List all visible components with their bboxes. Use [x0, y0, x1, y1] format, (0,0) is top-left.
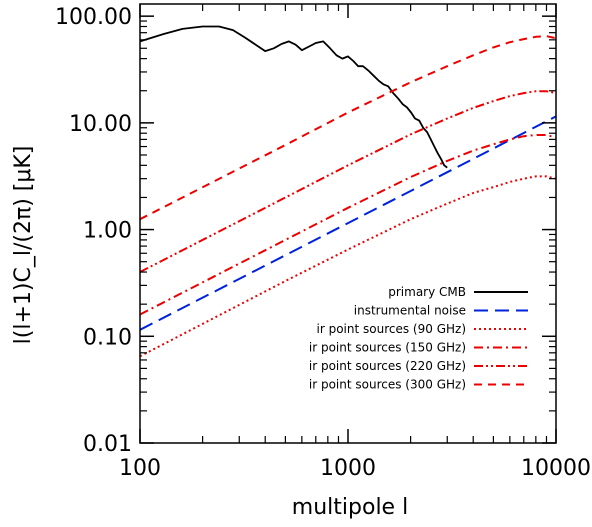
legend-label: ir point sources (90 GHz): [317, 322, 466, 336]
series-line-4: [139, 134, 557, 316]
x-tick-label: 100: [119, 456, 161, 481]
legend-label: primary CMB: [388, 285, 466, 299]
y-tick-label: 10.00: [69, 112, 132, 137]
series-layer: [139, 25, 557, 358]
x-tick-label: 10000: [521, 456, 591, 481]
y-axis-title: l(l+1)C_l/(2π) [μK]: [11, 146, 36, 345]
y-tick-label: 1.00: [83, 219, 132, 244]
series-line-3: [139, 175, 557, 358]
y-tick-label: 0.10: [83, 325, 132, 350]
series-line-1: [139, 25, 448, 169]
series-line-6: [139, 35, 557, 221]
x-tick-label: 1000: [320, 456, 376, 481]
legend-label: ir point sources (220 GHz): [309, 359, 466, 373]
legend: primary CMB instrumental noise ir point so…: [309, 285, 528, 392]
series-line-5: [139, 90, 557, 273]
series-line-2: [139, 115, 557, 331]
legend-label: instrumental noise: [354, 304, 466, 318]
y-tick-label: 100.00: [55, 5, 132, 30]
ticks-layer: 100 1000 10000 0.01 0.10 1.00 10.00 100.00: [55, 4, 591, 481]
legend-label: ir point sources (150 GHz): [309, 341, 466, 355]
legend-label: ir point sources (300 GHz): [309, 378, 466, 392]
x-axis-title: multipole l: [292, 495, 408, 520]
y-tick-label: 0.01: [83, 432, 132, 457]
